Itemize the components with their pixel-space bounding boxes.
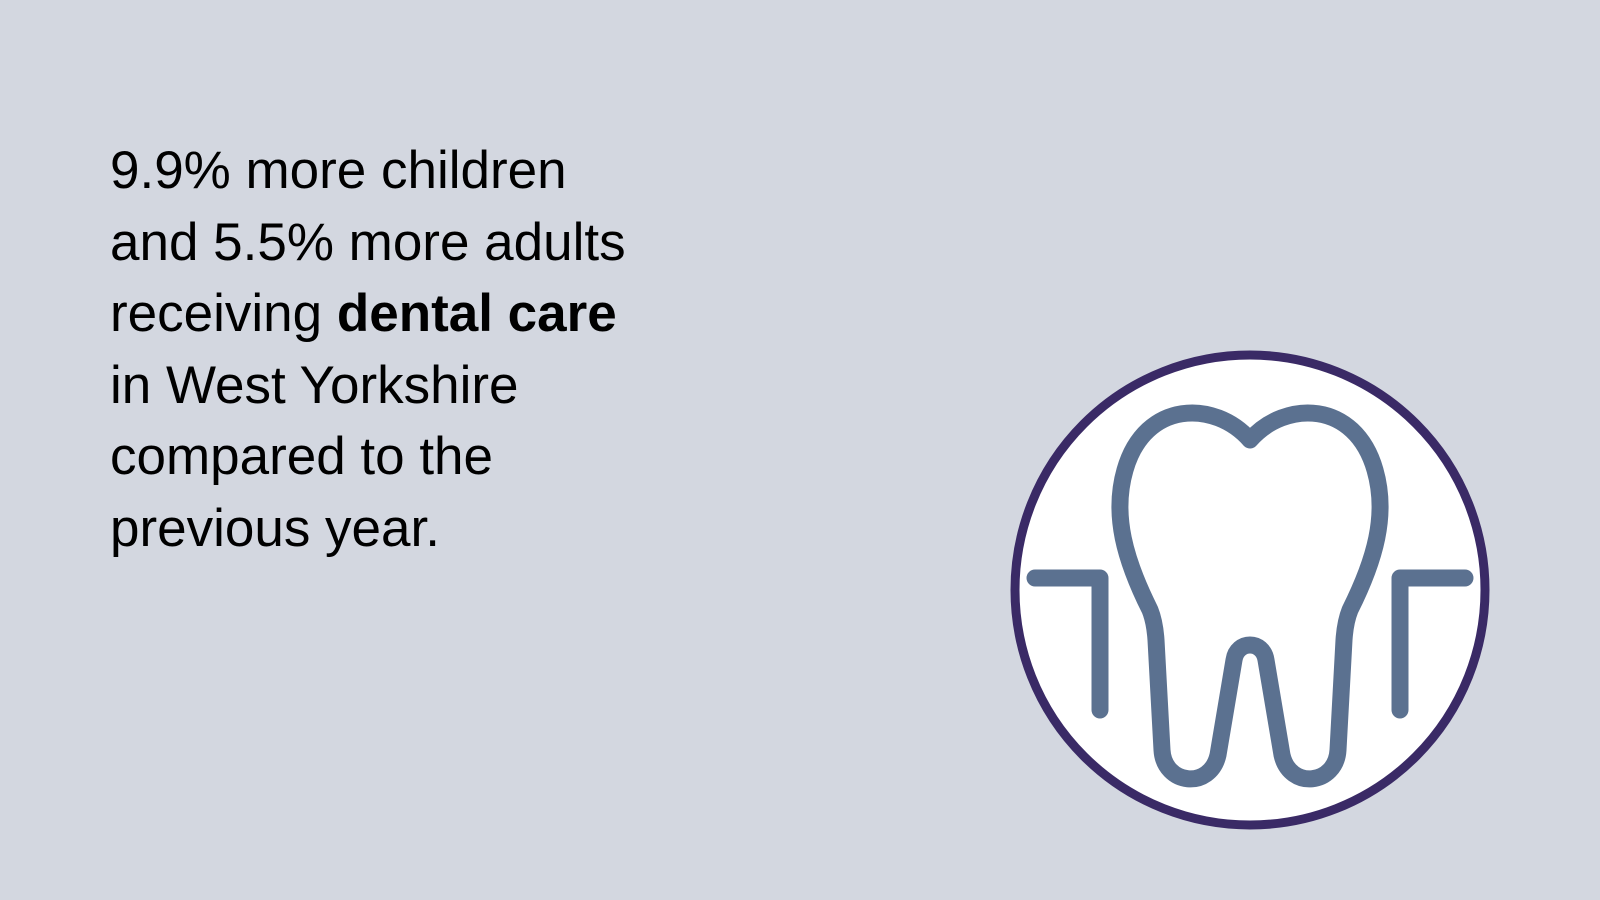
stat-line-5: compared to the: [110, 427, 493, 486]
infographic-slide: 9.9% more children and 5.5% more adults …: [0, 0, 1600, 900]
tooth-icon: [1000, 340, 1500, 840]
stat-line-2: and 5.5% more adults: [110, 213, 626, 272]
stat-line-3-bold: dental care: [337, 284, 617, 343]
stat-line-4: in West Yorkshire: [110, 356, 519, 415]
stat-line-6: previous year.: [110, 499, 440, 558]
tooth-icon-container: [1000, 340, 1500, 840]
stat-text-block: 9.9% more children and 5.5% more adults …: [110, 135, 870, 564]
stat-line-3-pre: receiving: [110, 284, 337, 343]
stat-line-1: 9.9% more children: [110, 141, 567, 200]
